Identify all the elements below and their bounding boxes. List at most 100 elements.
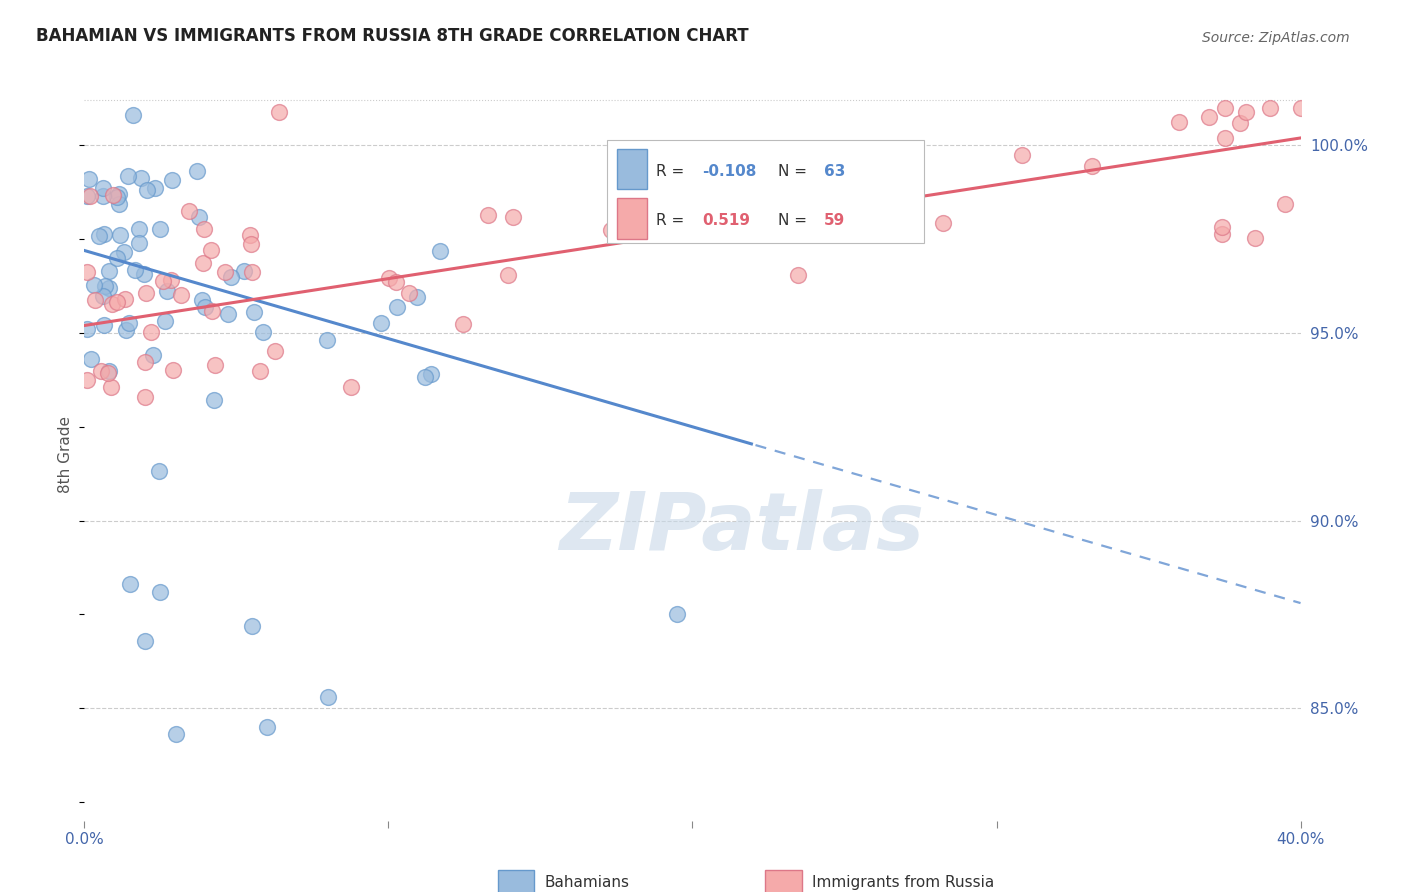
Text: ZIPatlas: ZIPatlas bbox=[558, 489, 924, 567]
Point bbox=[1229, 116, 1251, 130]
Point bbox=[214, 265, 236, 279]
Point bbox=[149, 584, 172, 599]
Point bbox=[105, 252, 128, 266]
Point bbox=[1258, 101, 1281, 115]
Point bbox=[1213, 101, 1236, 115]
Point bbox=[1289, 101, 1312, 115]
Point bbox=[115, 323, 138, 337]
Point bbox=[240, 265, 263, 279]
Point bbox=[80, 351, 103, 366]
Text: 0.519: 0.519 bbox=[702, 213, 751, 227]
Point bbox=[191, 293, 214, 307]
Point bbox=[242, 305, 264, 319]
Text: N =: N = bbox=[778, 163, 811, 178]
Point bbox=[97, 366, 120, 380]
Point bbox=[384, 276, 406, 290]
Point bbox=[118, 316, 141, 330]
Point bbox=[97, 264, 120, 278]
Point bbox=[77, 171, 100, 186]
Point bbox=[316, 690, 339, 704]
Text: Immigrants from Russia: Immigrants from Russia bbox=[811, 875, 994, 890]
Point bbox=[249, 364, 271, 378]
Point bbox=[79, 189, 101, 203]
Point bbox=[94, 279, 117, 293]
Point bbox=[419, 367, 441, 381]
Text: R =: R = bbox=[657, 163, 689, 178]
Point bbox=[143, 181, 166, 195]
Point bbox=[1211, 220, 1233, 235]
Point bbox=[89, 228, 111, 243]
Point bbox=[240, 618, 263, 632]
Point bbox=[1274, 196, 1296, 211]
Point bbox=[1081, 159, 1104, 173]
Point bbox=[117, 169, 139, 184]
Point bbox=[204, 393, 226, 408]
Point bbox=[252, 325, 274, 339]
Point bbox=[477, 208, 499, 222]
Point bbox=[186, 164, 208, 178]
Bar bbox=[617, 198, 647, 238]
Text: R =: R = bbox=[657, 213, 695, 227]
Point bbox=[107, 190, 129, 204]
Point bbox=[134, 267, 156, 281]
Point bbox=[219, 269, 242, 284]
Point bbox=[256, 720, 278, 734]
Point bbox=[340, 379, 363, 393]
Point bbox=[160, 173, 183, 187]
Point bbox=[148, 464, 170, 478]
Point bbox=[177, 204, 200, 219]
Point bbox=[165, 727, 187, 741]
Point bbox=[429, 244, 451, 258]
Point bbox=[502, 210, 524, 224]
Bar bbox=[498, 870, 534, 892]
Point bbox=[162, 362, 184, 376]
Point bbox=[787, 268, 810, 282]
Point bbox=[498, 268, 520, 283]
Point bbox=[264, 344, 287, 359]
Point bbox=[134, 355, 156, 369]
Point bbox=[128, 222, 150, 236]
Point bbox=[101, 297, 124, 311]
Point bbox=[1244, 231, 1267, 245]
Point bbox=[97, 281, 120, 295]
Text: 59: 59 bbox=[824, 213, 845, 227]
Point bbox=[100, 380, 122, 394]
Point bbox=[398, 286, 420, 301]
Point bbox=[108, 197, 131, 211]
Point bbox=[200, 304, 222, 318]
Point bbox=[101, 188, 124, 202]
Point bbox=[108, 228, 131, 243]
Point bbox=[76, 188, 98, 202]
Point bbox=[1011, 148, 1033, 162]
Bar bbox=[617, 149, 647, 189]
Point bbox=[118, 577, 141, 591]
Point bbox=[156, 284, 179, 298]
Point bbox=[1198, 111, 1220, 125]
Point bbox=[136, 184, 159, 198]
Point bbox=[152, 274, 174, 288]
Point bbox=[76, 322, 98, 336]
Point bbox=[194, 301, 217, 315]
Bar bbox=[765, 870, 801, 892]
Point bbox=[600, 223, 623, 237]
Point bbox=[451, 318, 474, 332]
Point bbox=[122, 108, 145, 122]
Point bbox=[108, 186, 131, 201]
Point bbox=[91, 181, 114, 195]
Point bbox=[148, 221, 170, 235]
Point bbox=[135, 285, 157, 300]
Point bbox=[139, 325, 162, 339]
Point bbox=[385, 300, 408, 314]
Point bbox=[90, 364, 112, 378]
Point bbox=[193, 222, 215, 236]
Point bbox=[124, 262, 146, 277]
Point bbox=[193, 256, 215, 270]
Point bbox=[76, 374, 98, 388]
Point bbox=[1234, 104, 1257, 119]
Point bbox=[114, 293, 136, 307]
Point bbox=[170, 288, 193, 302]
Y-axis label: 8th Grade: 8th Grade bbox=[58, 417, 73, 493]
Point bbox=[370, 316, 392, 330]
Point bbox=[200, 243, 222, 257]
Point bbox=[240, 237, 263, 252]
